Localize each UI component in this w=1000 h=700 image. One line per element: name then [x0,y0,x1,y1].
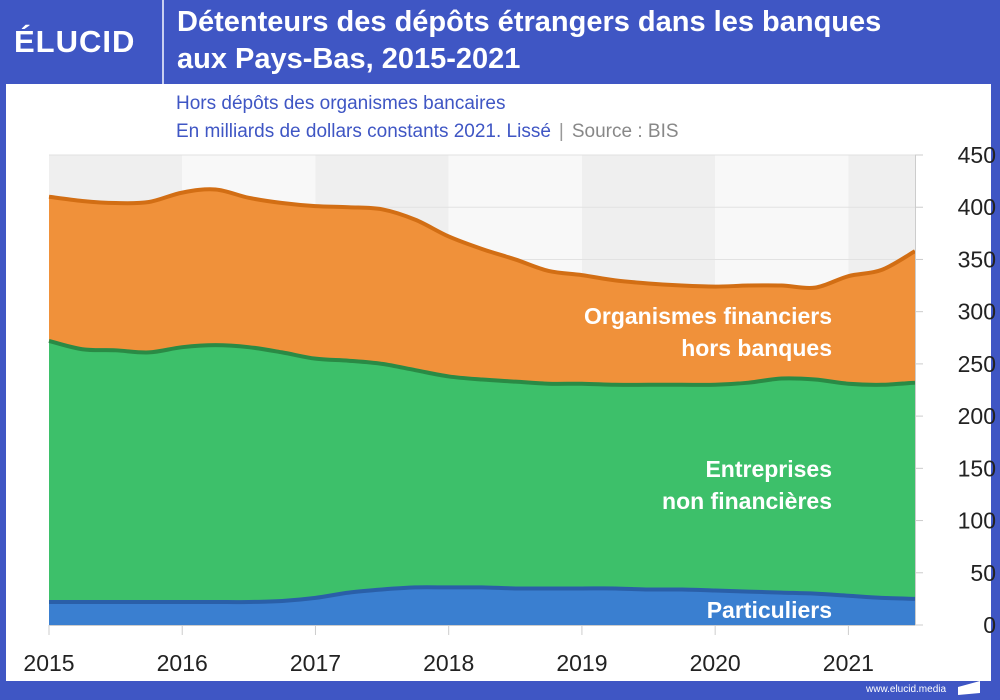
area-series [48,187,917,626]
y-tick-label-0: 0 [983,612,996,638]
y-tick-label-250: 250 [958,351,996,377]
elucid-mark-icon [958,681,980,695]
y-tick-label-200: 200 [958,403,996,429]
title-line-1: Détenteurs des dépôts étrangers dans les… [177,6,882,38]
footer-url: www.elucid.media [866,684,947,695]
x-tick-label-2021: 2021 [823,650,874,676]
label-organismes-line-2: hors banques [681,335,832,361]
series-labels: Organismes financiers hors banques Entre… [584,303,832,623]
x-tick-label-2019: 2019 [556,650,607,676]
x-tick-label-2017: 2017 [290,650,341,676]
source-label: Source : BIS [571,121,679,142]
x-tick-label-2015: 2015 [23,650,74,676]
y-tick-label-400: 400 [958,194,996,220]
x-tick-label-2016: 2016 [157,650,208,676]
subtitle-line-2: En milliards de dollars constants 2021. … [176,118,679,146]
y-tick-label-50: 50 [970,560,996,586]
header-divider [162,0,164,84]
y-tick-label-150: 150 [958,455,996,481]
title-line-2: aux Pays-Bas, 2015-2021 [177,43,521,75]
label-organismes-line-1: Organismes financiers [584,303,832,329]
label-particuliers: Particuliers [707,597,832,623]
label-entreprises-line-1: Entreprises [705,456,832,482]
y-tick-label-100: 100 [958,508,996,534]
chart-title: Détenteurs des dépôts étrangers dans les… [177,4,997,78]
chart-subtitle: Hors dépôts des organismes bancaires En … [176,90,679,146]
y-tick-label-450: 450 [958,142,996,168]
y-axis: 0 50 100 150 200 250 300 350 400 450 [915,142,996,638]
subtitle-line-1: Hors dépôts des organismes bancaires [176,93,506,114]
header: ÉLUCID Détenteurs des dépôts étrangers d… [0,0,1000,84]
line-entreprises [48,338,916,387]
label-entreprises-line-2: non financières [662,488,832,514]
x-tick-label-2018: 2018 [423,650,474,676]
elucid-logo: ÉLUCID [14,24,136,59]
line-particuliers [48,585,916,605]
y-tick-label-300: 300 [958,299,996,325]
y-tick-label-350: 350 [958,246,996,272]
x-axis: 2015 2016 2017 2018 2019 2020 2021 [23,625,915,676]
subtitle-units: En milliards de dollars constants 2021. … [176,121,551,142]
area-entreprises [49,340,915,625]
x-tick-label-2020: 2020 [690,650,741,676]
subtitle-separator: | [558,121,564,142]
area-particuliers [49,587,915,625]
line-organismes [48,187,917,291]
